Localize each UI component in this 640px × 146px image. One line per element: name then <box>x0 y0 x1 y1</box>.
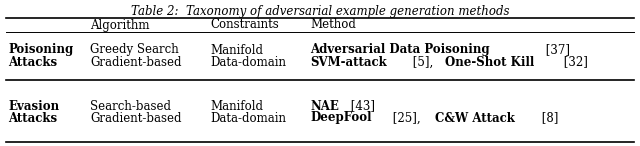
Text: One-Shot Kill: One-Shot Kill <box>445 55 534 68</box>
Text: SVM-attack: SVM-attack <box>310 55 387 68</box>
Text: [25],: [25], <box>389 112 425 125</box>
Text: Attacks: Attacks <box>8 55 57 68</box>
Text: Constraints: Constraints <box>210 19 279 32</box>
Text: Gradient-based: Gradient-based <box>90 55 182 68</box>
Text: Search-based: Search-based <box>90 100 171 113</box>
Text: Data-domain: Data-domain <box>210 112 286 125</box>
Text: Manifold: Manifold <box>210 100 263 113</box>
Text: Gradient-based: Gradient-based <box>90 112 182 125</box>
Text: Adversarial Data Poisoning: Adversarial Data Poisoning <box>310 44 490 57</box>
Text: Attacks: Attacks <box>8 112 57 125</box>
Text: [32]: [32] <box>561 55 588 68</box>
Text: NAE: NAE <box>310 100 339 113</box>
Text: Greedy Search: Greedy Search <box>90 44 179 57</box>
Text: Algorithm: Algorithm <box>90 19 150 32</box>
Text: [43]: [43] <box>348 100 375 113</box>
Text: Method: Method <box>310 19 356 32</box>
Text: [5],: [5], <box>409 55 437 68</box>
Text: C&W Attack: C&W Attack <box>435 112 515 125</box>
Text: Manifold: Manifold <box>210 44 263 57</box>
Text: Table 2:  Taxonomy of adversarial example generation methods: Table 2: Taxonomy of adversarial example… <box>131 5 509 18</box>
Text: Evasion: Evasion <box>8 100 59 113</box>
Text: [8]: [8] <box>538 112 559 125</box>
Text: DeepFool: DeepFool <box>310 112 371 125</box>
Text: Poisoning: Poisoning <box>8 44 73 57</box>
Text: Data-domain: Data-domain <box>210 55 286 68</box>
Text: [37]: [37] <box>542 44 570 57</box>
